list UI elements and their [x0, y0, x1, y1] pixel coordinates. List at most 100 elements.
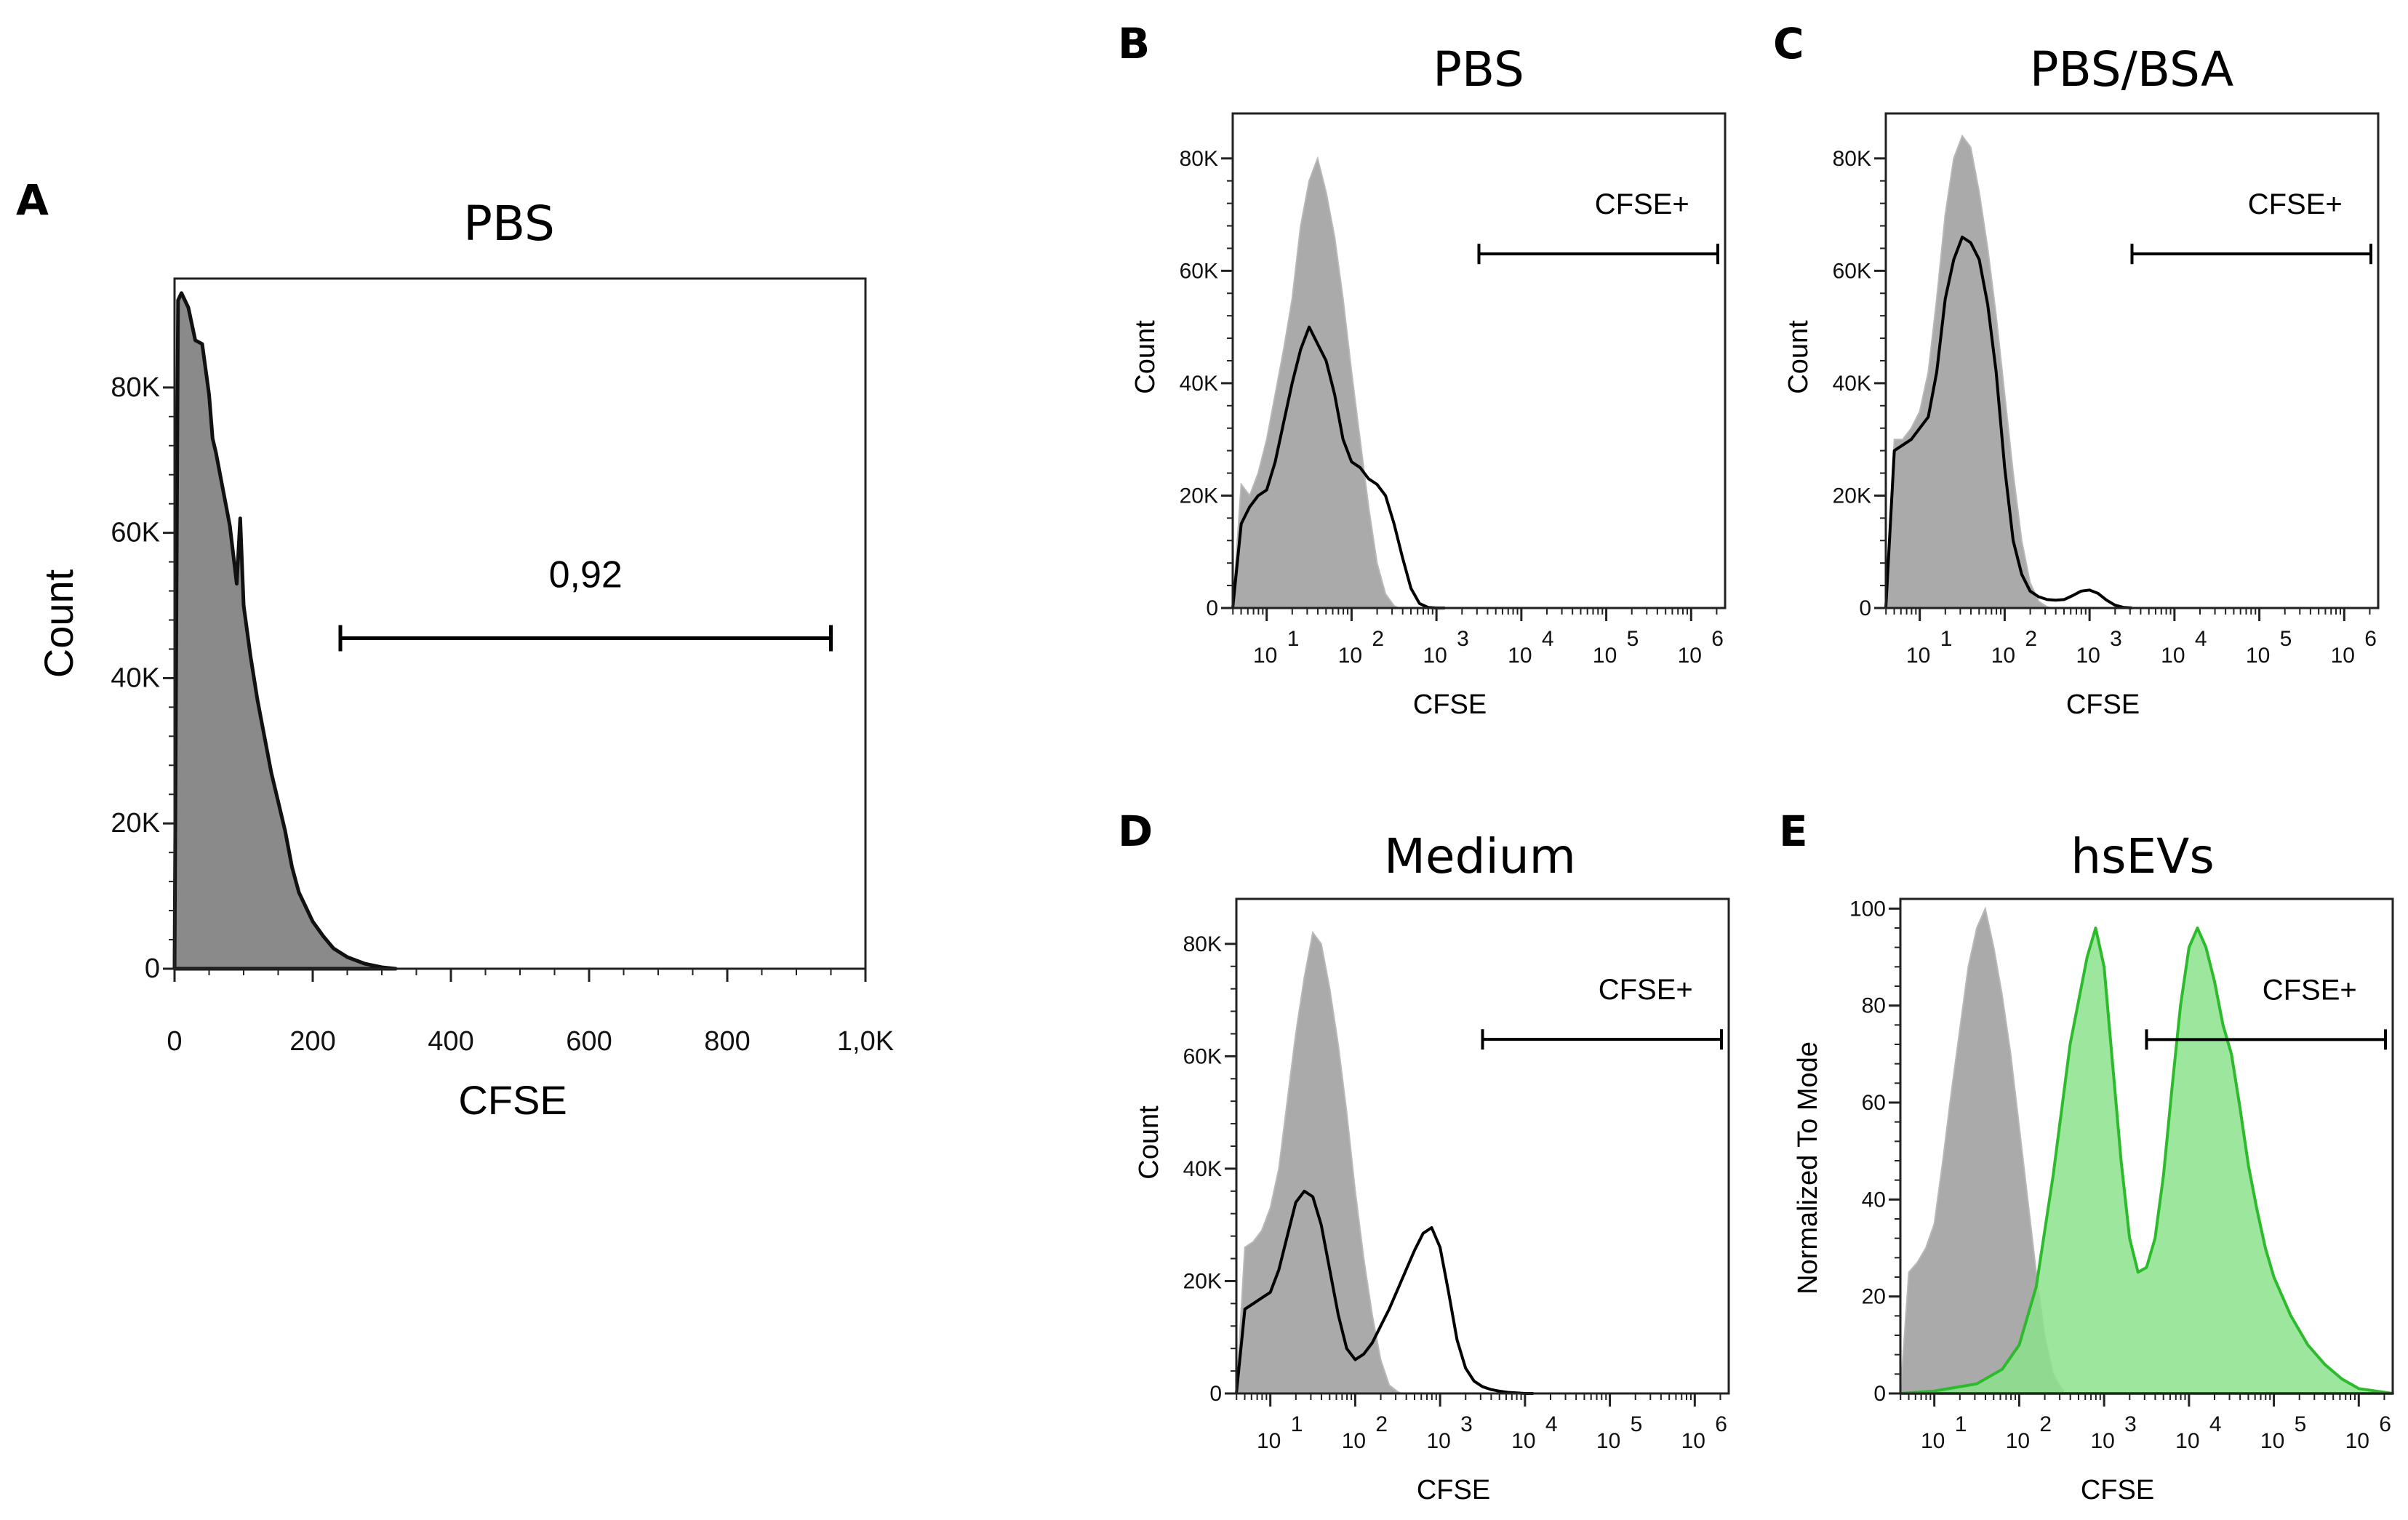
x-tick-label: 10 — [2345, 1429, 2369, 1453]
x-tick-exponent: 4 — [2195, 627, 2207, 651]
x-tick-label: 10 — [1681, 1429, 1705, 1453]
y-tick-label: 40K — [1183, 1157, 1222, 1181]
gate-label: CFSE+ — [2248, 188, 2343, 220]
x-axis-label: CFSE — [1413, 689, 1487, 720]
chart-title: Medium — [1384, 828, 1576, 884]
y-tick-label: 80K — [111, 372, 160, 403]
x-tick-label: 10 — [2076, 644, 2100, 668]
x-tick-label: 10 — [1906, 644, 1930, 668]
x-tick-exponent: 6 — [2379, 1412, 2391, 1436]
panel-b: B PBS 0 20K 40K 60K 80K 10 1 10 2 10 3 10 4 10 5 10 6 CFSE C… — [1118, 19, 1727, 720]
x-tick-label: 10 — [1596, 1429, 1620, 1453]
y-tick-label: 60K — [1180, 259, 1218, 283]
y-tick-label: 80 — [1862, 994, 1886, 1018]
x-tick-label: 600 — [566, 1026, 612, 1057]
series-control — [1231, 156, 1399, 609]
x-tick-exponent: 1 — [1287, 627, 1300, 651]
series-control — [1235, 930, 1402, 1394]
x-tick-exponent: 3 — [2110, 627, 2122, 651]
y-tick-label: 0 — [145, 953, 160, 984]
y-axis-label: Count — [1130, 320, 1161, 394]
panel-label: B — [1118, 19, 1150, 68]
y-tick-label: 40K — [1833, 372, 1871, 396]
y-axis-label: Count — [1783, 320, 1814, 394]
x-tick-label: 800 — [704, 1026, 750, 1057]
x-tick-label: 10 — [1511, 1429, 1535, 1453]
y-tick-label: 0 — [1209, 1382, 1222, 1406]
series-pbs-bsa — [1884, 236, 2132, 609]
y-tick-label: 20K — [1833, 484, 1871, 508]
y-tick-label: 40K — [111, 663, 160, 693]
x-tick-label: 10 — [1423, 644, 1447, 668]
x-tick-exponent: 6 — [1711, 627, 1724, 651]
y-tick-label: 20K — [111, 808, 160, 839]
x-tick-label: 10 — [1338, 644, 1362, 668]
x-tick-label: 10 — [1257, 1429, 1281, 1453]
y-tick-label: 100 — [1849, 897, 1886, 921]
x-tick-exponent: 1 — [1940, 627, 1953, 651]
y-tick-label: 0 — [1873, 1382, 1886, 1406]
x-tick-exponent: 1 — [1955, 1412, 1967, 1436]
x-tick-label: 10 — [2260, 1429, 2284, 1453]
y-tick-label: 20 — [1862, 1285, 1886, 1309]
x-tick-label: 10 — [1991, 644, 2015, 668]
x-tick-label: 10 — [2331, 644, 2355, 668]
y-tick-label: 60K — [1833, 259, 1871, 283]
x-tick-label: 10 — [2090, 1429, 2114, 1453]
y-axis-label: Normalized To Mode — [1793, 1041, 1823, 1295]
x-tick-label: 10 — [2006, 1429, 2030, 1453]
x-tick-exponent: 2 — [2025, 627, 2037, 651]
series-medium — [1235, 1189, 1534, 1395]
x-tick-exponent: 2 — [1375, 1412, 1388, 1436]
chart-title: PBS/BSA — [2030, 41, 2233, 97]
y-tick-label: 20K — [1183, 1269, 1222, 1293]
panel-label: D — [1118, 807, 1153, 856]
x-tick-label: 200 — [289, 1026, 335, 1057]
x-tick-label: 10 — [1678, 644, 1702, 668]
x-tick-label: 10 — [1426, 1429, 1450, 1453]
gate-label: 0,92 — [549, 553, 623, 596]
y-tick-label: 40K — [1180, 372, 1218, 396]
x-tick-label: 10 — [2246, 644, 2270, 668]
x-tick-exponent: 4 — [2209, 1412, 2222, 1436]
x-tick-exponent: 5 — [1627, 627, 1639, 651]
x-tick-label: 10 — [1921, 1429, 1945, 1453]
y-tick-label: 20K — [1180, 484, 1218, 508]
y-tick-label: 0 — [1206, 596, 1218, 620]
x-tick-label: 10 — [1342, 1429, 1366, 1453]
series-pbs — [1231, 325, 1445, 609]
y-tick-label: 80K — [1180, 147, 1218, 171]
x-tick-label: 1,0K — [837, 1026, 894, 1057]
series-control — [1884, 134, 2052, 609]
panel-a: A PBS 0 20K 40K 60K 80K 0 200 400 600 800 1,0K CFSE Co… — [16, 175, 894, 1123]
x-tick-exponent: 3 — [1457, 627, 1469, 651]
x-tick-label: 10 — [2161, 644, 2185, 668]
x-tick-exponent: 3 — [2124, 1412, 2137, 1436]
chart-title: PBS — [1433, 41, 1524, 97]
x-tick-label: 0 — [167, 1026, 182, 1057]
y-tick-label: 80K — [1183, 932, 1222, 956]
series-hsevs — [1899, 927, 2394, 1395]
y-axis-label: Count — [36, 569, 81, 678]
gate-label: CFSE+ — [1599, 974, 1693, 1006]
panel-d: D Medium 0 20K 40K 60K 80K 10 1 10 2 10 3 10 4 10 5 10 6 CF… — [1118, 807, 1730, 1505]
y-tick-label: 40 — [1862, 1188, 1886, 1212]
x-tick-label: 10 — [1508, 644, 1532, 668]
x-tick-label: 10 — [2175, 1429, 2199, 1453]
x-tick-exponent: 2 — [2039, 1412, 2052, 1436]
x-tick-exponent: 5 — [2295, 1412, 2307, 1436]
x-tick-exponent: 6 — [2364, 627, 2377, 651]
x-tick-exponent: 3 — [1460, 1412, 1473, 1436]
x-tick-exponent: 5 — [2280, 627, 2292, 651]
x-tick-exponent: 1 — [1291, 1412, 1303, 1436]
plot-frame — [1899, 897, 2394, 1395]
y-tick-label: 60 — [1862, 1091, 1886, 1115]
x-tick-exponent: 4 — [1542, 627, 1554, 651]
panel-label: E — [1779, 807, 1808, 856]
x-tick-label: 10 — [1593, 644, 1617, 668]
gate-label: CFSE+ — [2263, 974, 2357, 1006]
x-axis-label: CFSE — [458, 1077, 567, 1123]
y-tick-label: 60K — [1183, 1044, 1222, 1068]
